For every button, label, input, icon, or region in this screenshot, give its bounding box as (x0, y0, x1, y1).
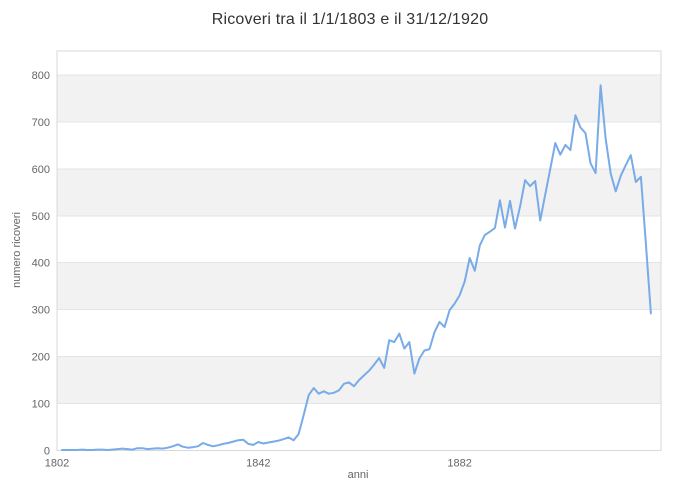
x-tick-label: 1882 (447, 458, 471, 470)
y-tick-label: 700 (32, 117, 50, 129)
x-axis-title: anni (347, 469, 369, 481)
plot-border (56, 50, 662, 451)
y-tick-label: 0 (44, 446, 50, 458)
y-tick-label: 100 (32, 399, 50, 411)
y-tick-label: 200 (32, 352, 50, 364)
x-tick-label: 1802 (45, 458, 69, 470)
y-tick-label: 300 (32, 305, 50, 317)
plot-band (57, 168, 661, 216)
plot-band (57, 74, 661, 122)
y-axis-title: numero ricoveri (11, 212, 23, 288)
data-line-series (61, 84, 652, 451)
chart-title: Ricoveri tra il 1/1/1803 e il 31/12/1920 (211, 11, 489, 28)
y-tick-label: 400 (32, 258, 50, 270)
plot-band (57, 262, 661, 310)
y-tick-label: 500 (32, 211, 50, 223)
y-tick-label: 600 (32, 164, 50, 176)
y-tick-label: 800 (32, 70, 50, 82)
x-tick-label: 1842 (246, 458, 270, 470)
